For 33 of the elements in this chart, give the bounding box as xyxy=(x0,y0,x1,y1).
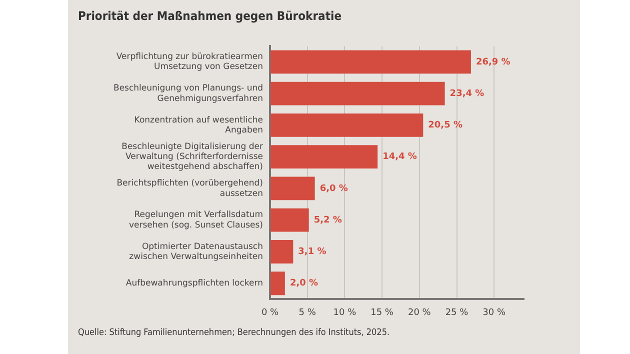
bar xyxy=(270,50,471,74)
y-tick-label: Optimierter Datenaustausch zwischen Verwaltungseinheiten xyxy=(129,242,263,262)
y-tick-label: Berichtspflichten (vorübergehend) aussetzen xyxy=(116,178,263,199)
x-tick-label: 0 % xyxy=(261,308,280,318)
bar xyxy=(270,113,424,137)
x-tick-label: 20 % xyxy=(408,308,432,318)
data-label: 14,4 % xyxy=(382,152,417,162)
x-tick-label: 30 % xyxy=(482,308,506,318)
data-label: 23,4 % xyxy=(450,88,484,99)
y-tick-label: Konzentration auf wesentliche Angaben xyxy=(134,115,263,136)
bar xyxy=(270,208,309,232)
x-tick-label: 5 % xyxy=(298,308,316,318)
y-tick-label: Aufbewahrungspflichten lockern xyxy=(126,278,263,289)
y-tick-label: Verpflichtung zur bürokratiearmen Umsetzung von Gesetzen xyxy=(116,52,263,72)
x-tick-label: 25 % xyxy=(445,308,469,318)
data-label: 2,0 % xyxy=(290,278,318,289)
bar xyxy=(270,176,315,200)
bar xyxy=(270,272,285,296)
data-label: 20,5 % xyxy=(428,120,463,131)
x-tick-label: 10 % xyxy=(333,308,357,318)
data-label: 5,2 % xyxy=(314,215,342,226)
y-tick-label: Beschleunigung von Planungs- und Genehmigungsverfahren xyxy=(114,84,263,104)
chart-title: Priorität der Maßnahmen gegen Bürokratie xyxy=(78,9,342,23)
y-tick-label: Regelungen mit Verfallsdatum versehen (sog. Sunset Clauses) xyxy=(128,210,263,230)
data-label: 6,0 % xyxy=(320,184,348,194)
data-label: 3,1 % xyxy=(298,247,326,258)
x-tick-label: 15 % xyxy=(370,308,394,318)
source-note: Quelle: Stiftung Familienunternehmen; Berechnungen des ifo Instituts, 2025. xyxy=(78,328,390,338)
data-label: 26,9 % xyxy=(476,57,510,68)
y-tick-label: Beschleunigte Digitalisierung der Verwaltung (Schrifterfordernisse weitestgehend abschaffen) xyxy=(122,142,264,172)
bar xyxy=(270,240,294,264)
bar xyxy=(270,82,445,106)
bar xyxy=(270,145,378,169)
